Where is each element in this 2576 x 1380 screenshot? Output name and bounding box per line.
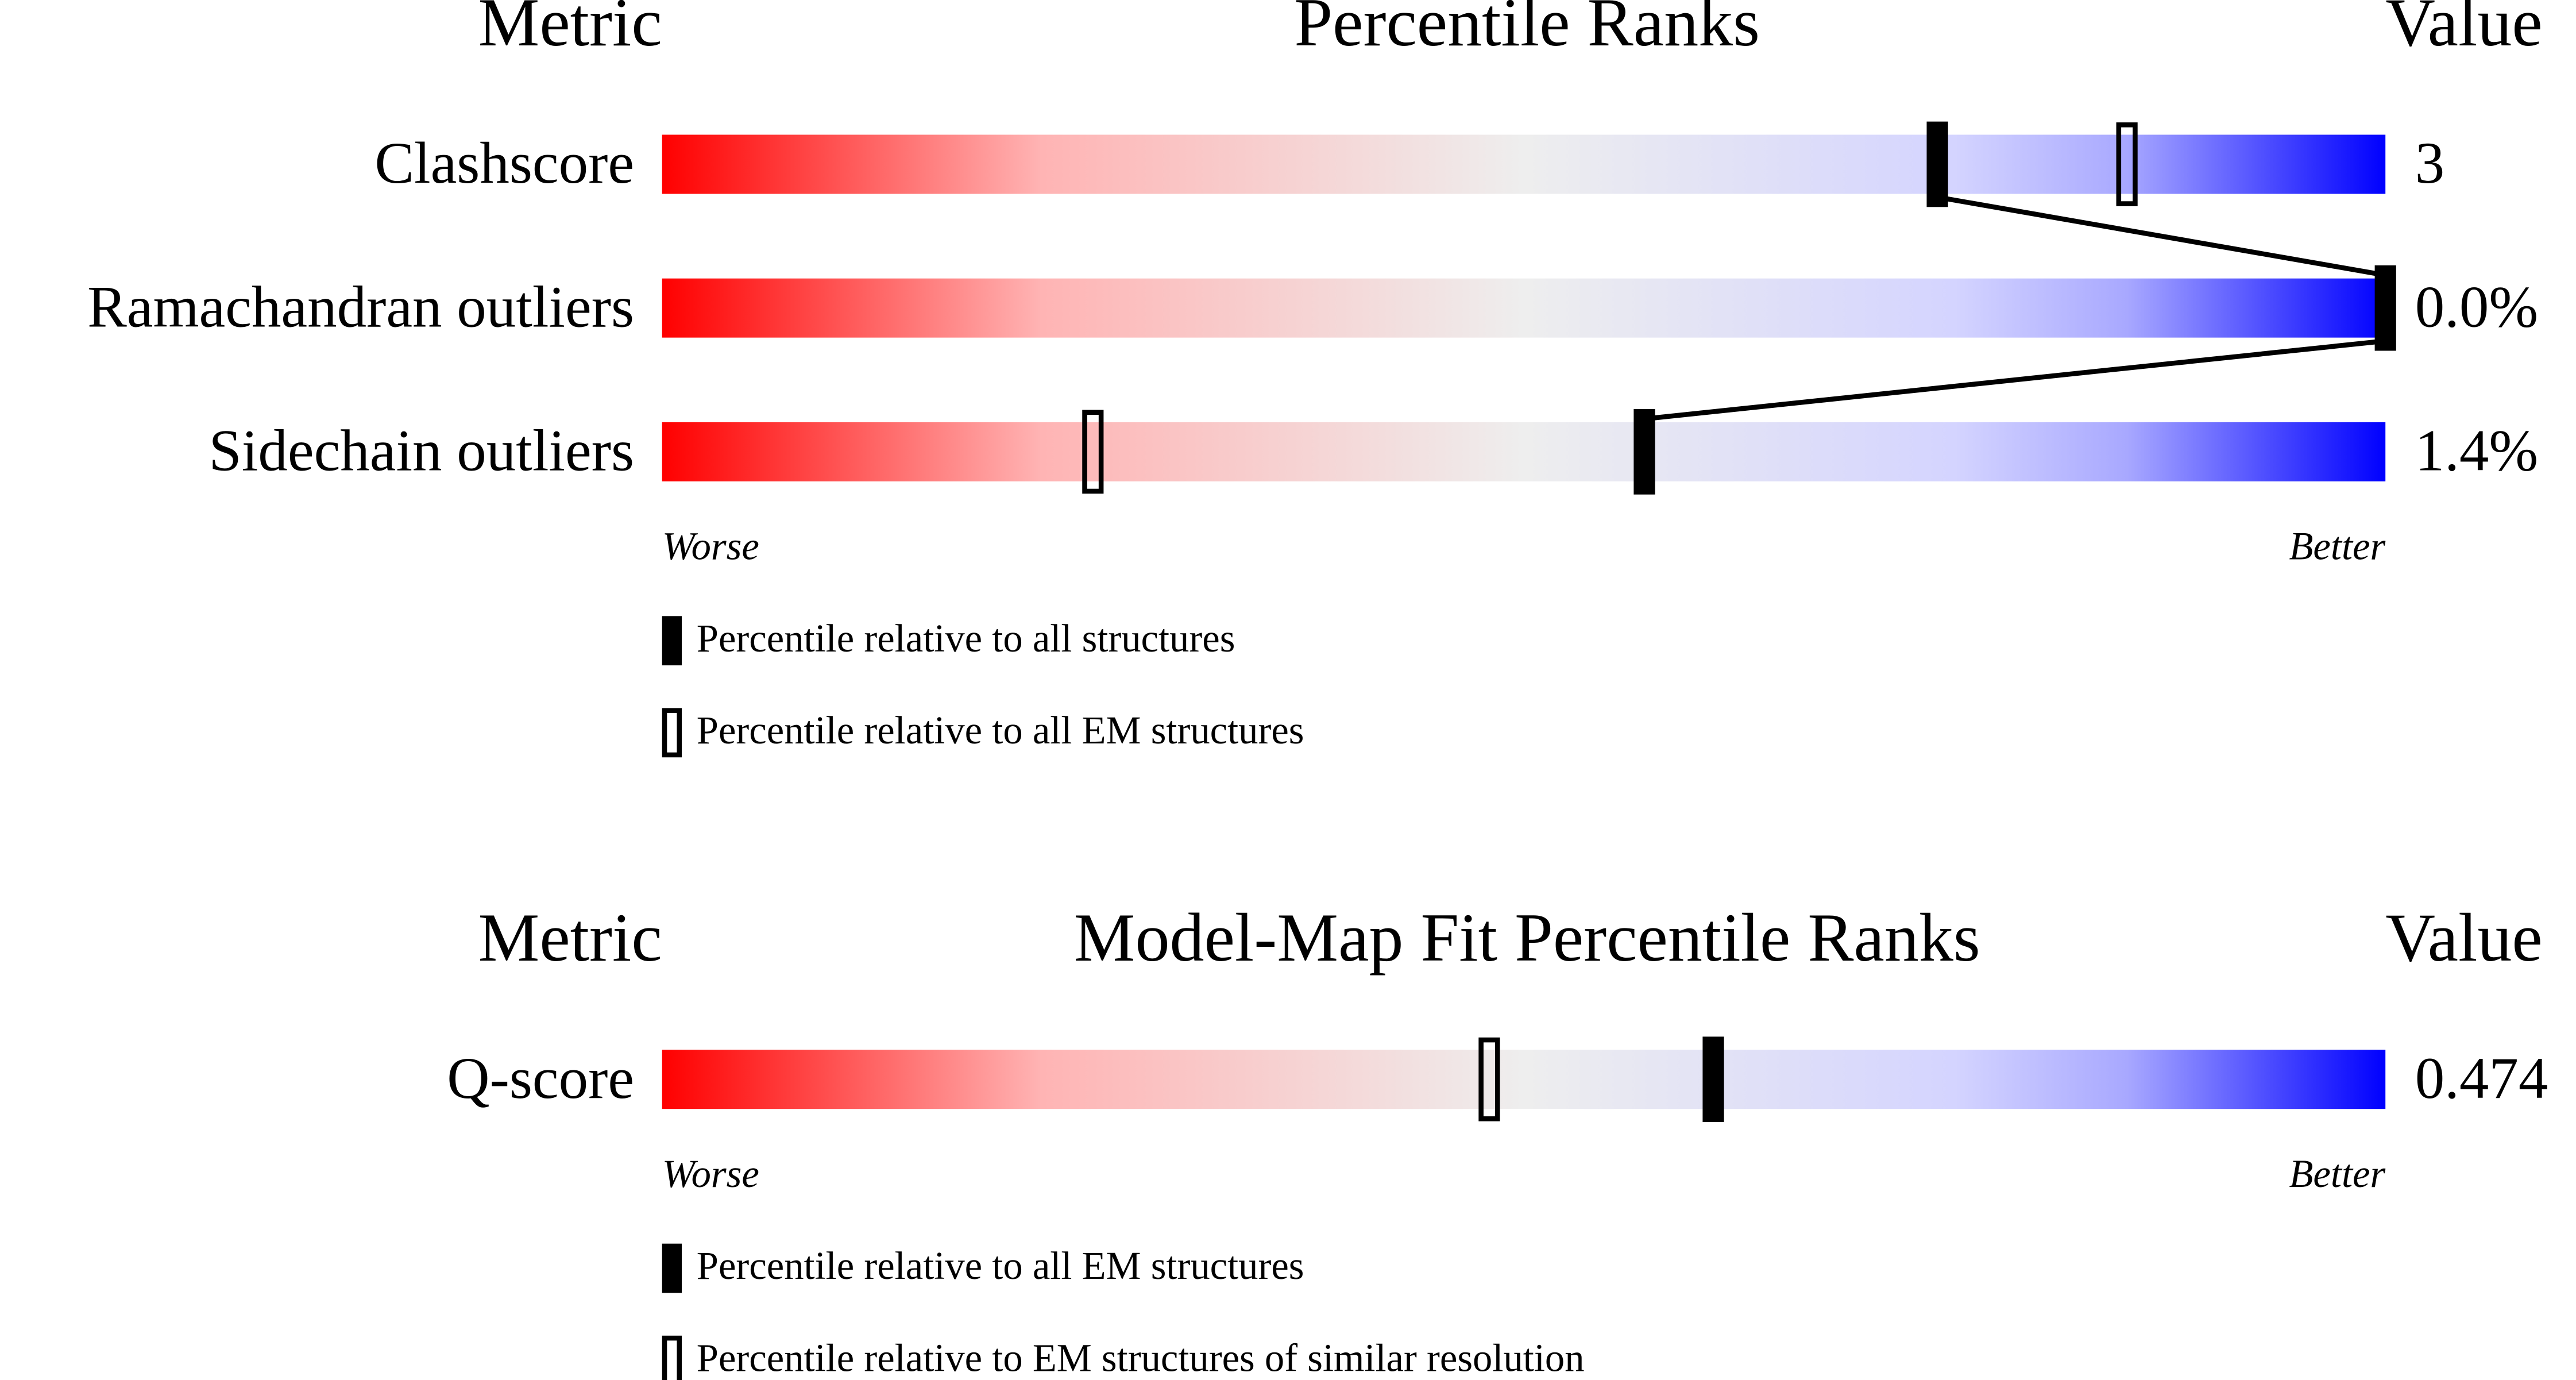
legend-label: Percentile relative to all EM structures <box>697 708 1304 752</box>
percentile-bar <box>662 422 2386 481</box>
percentile-marker-open <box>1082 410 1104 494</box>
metric-header: Metric <box>478 899 662 976</box>
worse-label: Worse <box>662 525 759 568</box>
metric-value: 3 <box>2415 130 2444 196</box>
percentile-marker <box>2374 265 2396 351</box>
better-label: Better <box>2289 525 2385 568</box>
metric-value: 0.0% <box>2415 274 2538 340</box>
legend-label: Percentile relative to all EM structures <box>697 1244 1304 1288</box>
metric-label: Ramachandran outliers <box>87 274 634 340</box>
worse-label: Worse <box>662 1152 759 1196</box>
value-header: Value <box>2385 0 2543 60</box>
metric-label: Sidechain outliers <box>209 418 635 484</box>
better-label: Better <box>2289 1152 2385 1196</box>
legend-swatch <box>662 1243 682 1293</box>
metric-header: Metric <box>478 0 662 60</box>
percentile-bar <box>662 134 2386 194</box>
legend-swatch <box>662 1335 682 1380</box>
connector-line <box>1937 194 2386 278</box>
legend-swatch <box>662 616 682 666</box>
value-header: Value <box>2385 899 2543 976</box>
percentile-marker <box>1702 1036 1724 1123</box>
connector-line <box>1644 338 2386 422</box>
metric-label: Clashscore <box>374 130 634 196</box>
percentile-marker-open <box>1478 1037 1500 1121</box>
percentile-marker <box>1926 121 1948 207</box>
metric-value: 1.4% <box>2415 418 2538 484</box>
chart-title: Percentile Ranks <box>1294 0 1760 60</box>
percentile-bar <box>662 278 2386 338</box>
percentile-bar <box>662 1050 2386 1109</box>
legend-swatch <box>662 708 682 758</box>
percentile-marker-open <box>2116 122 2138 206</box>
legend-label: Percentile relative to EM structures of … <box>697 1336 1585 1379</box>
chart-title: Model-Map Fit Percentile Ranks <box>1074 899 1980 976</box>
metric-value: 0.474 <box>2415 1046 2548 1111</box>
legend-label: Percentile relative to all structures <box>697 616 1235 660</box>
percentile-marker <box>1633 409 1655 495</box>
metric-label: Q-score <box>447 1046 634 1111</box>
